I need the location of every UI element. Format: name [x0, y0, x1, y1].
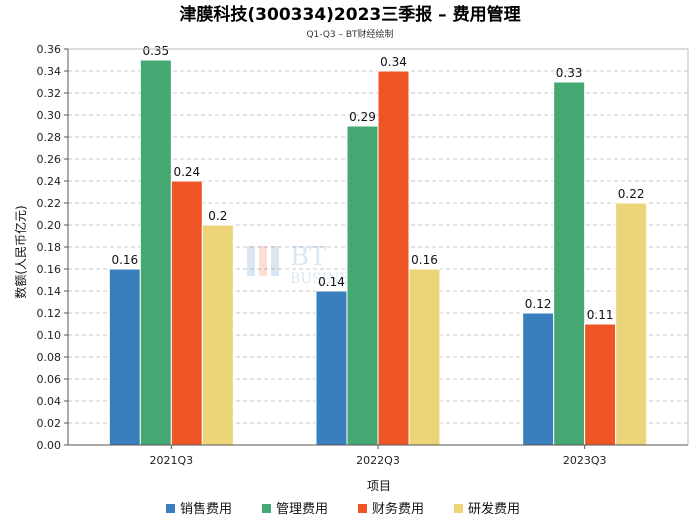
y-tick-label: 0.06	[37, 373, 62, 386]
bar-研发费用-2023Q3	[615, 202, 648, 446]
bar-销售费用-2023Q3	[522, 312, 555, 446]
legend-swatch-研发费用	[454, 504, 463, 513]
bar-财务费用-2022Q3	[377, 70, 410, 446]
x-tick-label-2021Q3: 2021Q3	[150, 454, 194, 467]
y-tick-label: 0.24	[37, 175, 62, 188]
y-tick-label: 0.26	[37, 153, 62, 166]
y-tick-label: 0.12	[37, 307, 62, 320]
y-tick-label: 0.10	[37, 329, 62, 342]
y-tick-label: 0.16	[37, 263, 62, 276]
bar-value-label: 0.2	[208, 209, 227, 223]
y-tick-label: 0.32	[37, 87, 62, 100]
bar-销售费用-2021Q3	[108, 268, 141, 446]
bar-value-label: 0.12	[525, 297, 552, 311]
y-tick-label: 0.34	[37, 65, 62, 78]
bar-value-label: 0.11	[587, 308, 614, 322]
y-tick-label: 0.02	[37, 417, 62, 430]
legend-label-研发费用: 研发费用	[468, 501, 520, 517]
y-tick-label: 0.22	[37, 197, 62, 210]
bar-财务费用-2023Q3	[584, 323, 617, 446]
bar-value-label: 0.22	[618, 187, 645, 201]
y-tick-label: 0.36	[37, 43, 62, 56]
bar-研发费用-2021Q3	[201, 224, 234, 446]
legend-swatch-管理费用	[262, 504, 271, 513]
bar-series-group	[108, 59, 648, 446]
y-tick-label: 0.30	[37, 109, 62, 122]
data-labels: 0.16 0.35 0.24 0.2 0.14 0.29 0.34 0.16 0.12 0.33 0…	[111, 44, 644, 322]
x-tick-label-2022Q3: 2022Q3	[356, 454, 400, 467]
legend-swatch-财务费用	[358, 504, 367, 513]
bar-value-label: 0.16	[111, 253, 138, 267]
x-axis-title: 项目	[367, 479, 391, 493]
bar-value-label: 0.14	[318, 275, 345, 289]
legend-label-管理费用: 管理费用	[276, 502, 328, 517]
legend: 销售费用 管理费用 财务费用 研发费用	[166, 501, 520, 517]
bar-value-label: 0.24	[173, 165, 200, 179]
bar-value-label: 0.29	[349, 110, 376, 124]
bar-销售费用-2022Q3	[315, 290, 348, 446]
chart-title: 津膜科技(300334)2023三季报 – 费用管理	[179, 4, 520, 25]
bar-财务费用-2021Q3	[170, 180, 203, 446]
y-tick-label: 0.04	[37, 395, 62, 408]
x-tick-label-2023Q3: 2023Q3	[563, 454, 607, 467]
bar-value-label: 0.34	[380, 55, 407, 69]
bar-管理费用-2023Q3	[553, 81, 586, 446]
chart-subtitle: Q1-Q3 – BT财经绘制	[306, 28, 393, 40]
bar-value-label: 0.16	[411, 253, 438, 267]
legend-label-销售费用: 销售费用	[180, 501, 232, 517]
y-tick-label: 0.14	[37, 285, 62, 298]
x-axis-ticks: 2021Q3 2022Q3 2023Q3	[150, 445, 607, 467]
legend-swatch-销售费用	[166, 504, 175, 513]
y-tick-label: 0.00	[37, 439, 62, 452]
bar-研发费用-2022Q3	[408, 268, 441, 446]
y-tick-label: 0.18	[37, 241, 62, 254]
bar-管理费用-2022Q3	[346, 125, 379, 446]
y-axis-ticks: 0.00 0.02 0.04 0.06 0.08 0.10 0.12 0.14 0.16 0.18…	[37, 43, 68, 452]
svg-text:BT: BT	[290, 242, 327, 272]
bar-管理费用-2021Q3	[139, 59, 172, 446]
bar-value-label: 0.35	[142, 44, 169, 58]
legend-label-财务费用: 财务费用	[372, 501, 424, 517]
y-tick-label: 0.28	[37, 131, 62, 144]
y-axis-title: 数额(人民币亿元)	[13, 205, 28, 298]
bar-value-label: 0.33	[556, 66, 583, 80]
y-tick-label: 0.08	[37, 351, 62, 364]
y-tick-label: 0.20	[37, 219, 62, 232]
